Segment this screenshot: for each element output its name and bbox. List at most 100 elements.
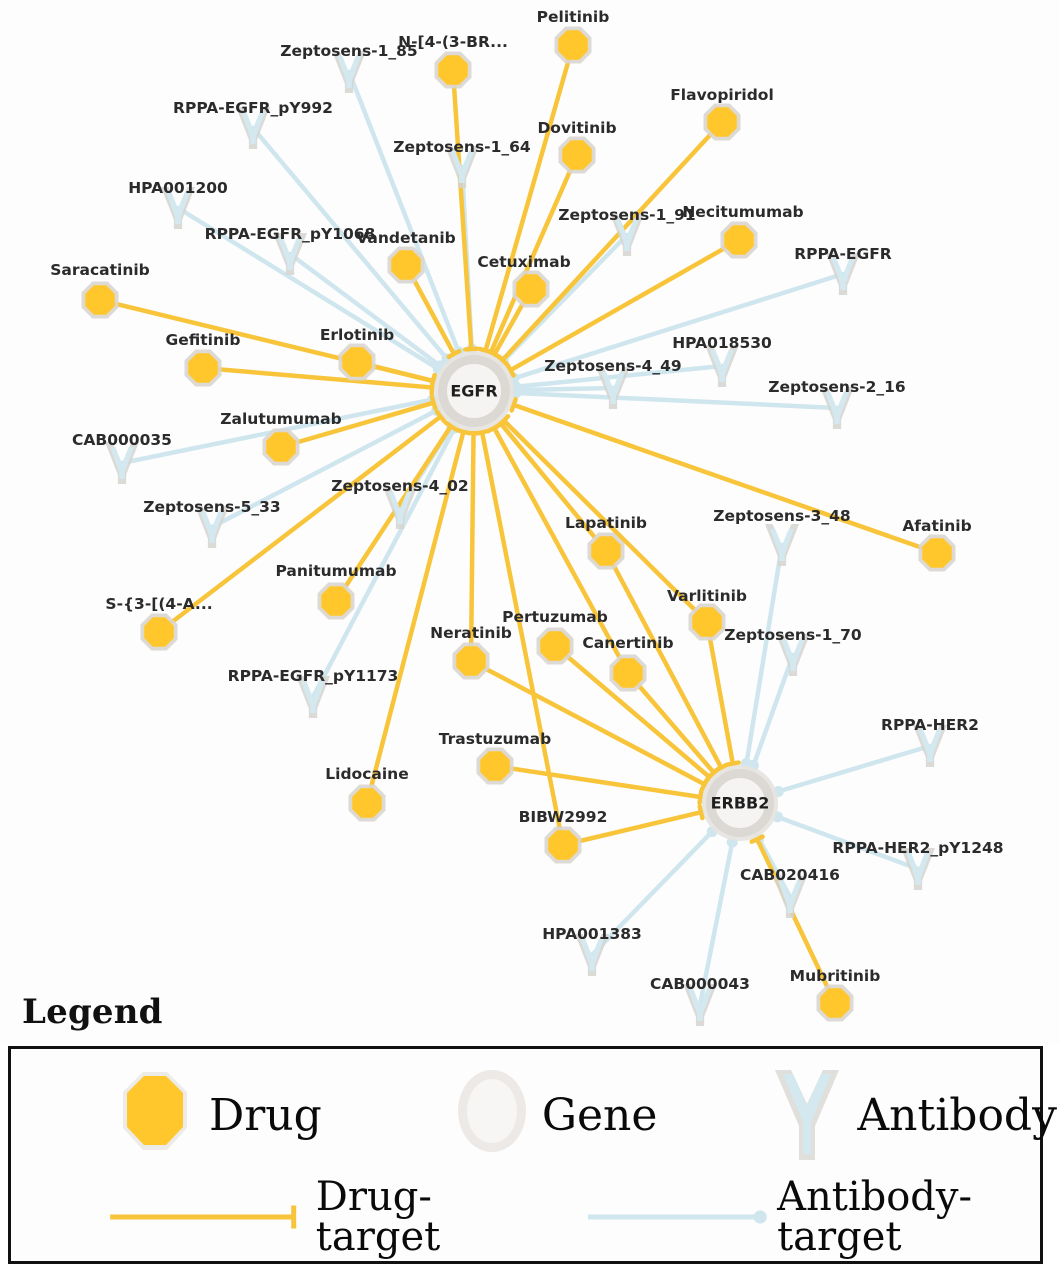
edges-layer (97, 42, 940, 1008)
network-svg: EGFR ERBB2 Zeptosens-1_85 RPPA-EGFR_pY992 Ze… (50, 8, 1004, 1026)
antibody-node[interactable] (705, 345, 739, 387)
antibody-node[interactable] (901, 848, 935, 890)
antibody-node[interactable] (913, 725, 947, 767)
legend-label-gene: Gene (541, 1090, 658, 1141)
gene-label: EGFR (450, 382, 497, 401)
drug-label: Erlotinib (320, 326, 394, 344)
gene-node-erbb2[interactable] (702, 765, 778, 841)
antibody-label: RPPA-EGFR (794, 245, 892, 263)
drug-label: Necitumumab (682, 203, 803, 221)
legend-item-drug-target: Drug-target (106, 1177, 514, 1257)
drug-label: Vandetanib (356, 229, 456, 247)
drug-label: Saracatinib (50, 261, 150, 279)
gene-node-egfr[interactable] (434, 351, 514, 431)
drug-node[interactable] (452, 642, 490, 680)
antibody-label: Zeptosens-1_91 (558, 206, 695, 224)
antibody-label: CAB000043 (650, 975, 750, 993)
antibody-label: RPPA-HER2_pY1248 (832, 839, 1003, 857)
antibody-node[interactable] (445, 146, 479, 188)
antibody-node[interactable] (105, 442, 139, 484)
antibody-node[interactable] (765, 524, 799, 566)
legend-edge-row: Drug-target Antibody-target (11, 1177, 1040, 1257)
gene-label: ERBB2 (711, 794, 770, 813)
antibody-label: Zeptosens-1_85 (280, 42, 417, 60)
drug-node[interactable] (816, 984, 854, 1022)
antibody-label: RPPA-EGFR_pY1173 (228, 667, 399, 685)
drug-label: Dovitinib (537, 119, 616, 137)
antibody-node[interactable] (332, 51, 366, 93)
legend-item-antibody: Antibody (767, 1064, 1057, 1169)
antibody-node[interactable] (776, 634, 810, 676)
antibody-label: CAB020416 (740, 866, 840, 884)
legend-label-drug-target: Drug-target (315, 1174, 441, 1260)
antibody-label: RPPA-EGFR_pY1068 (205, 225, 376, 243)
antibody-label: Zeptosens-5_33 (143, 498, 280, 516)
drug-node[interactable] (554, 26, 592, 64)
drug-label: Panitumumab (275, 562, 396, 580)
antibody-node[interactable] (161, 187, 195, 229)
antibody-node[interactable] (773, 876, 807, 918)
drug-node[interactable] (184, 349, 222, 387)
legend-item-gene: Gene (452, 1066, 658, 1166)
antibody-label: Zeptosens-1_70 (724, 626, 862, 644)
antibody-label: CAB000035 (72, 431, 172, 449)
drug-node[interactable] (348, 784, 386, 822)
nodes-layer (81, 26, 956, 1026)
drug-node[interactable] (512, 270, 550, 308)
drug-node[interactable] (544, 826, 582, 864)
drug-node[interactable] (720, 221, 758, 259)
drug-node[interactable] (688, 603, 726, 641)
drug-node[interactable] (262, 428, 300, 466)
legend-item-antibody-target: Antibody-target (584, 1177, 1040, 1257)
antibody-label: Zeptosens-1_64 (393, 138, 531, 156)
drug-label: Lidocaine (325, 765, 408, 783)
drug-node[interactable] (609, 654, 647, 692)
antibody-node[interactable] (273, 233, 307, 275)
drug-node[interactable] (338, 343, 376, 381)
drug-node[interactable] (387, 246, 425, 284)
drug-node[interactable] (558, 136, 596, 174)
drug-node[interactable] (81, 281, 119, 319)
network-graph-canvas: EGFR ERBB2 Zeptosens-1_85 RPPA-EGFR_pY992 Ze… (50, 8, 1004, 1026)
drug-node[interactable] (140, 613, 178, 651)
drug-label: Zalutumumab (220, 410, 341, 428)
drug-label: Neratinib (430, 624, 512, 642)
antibody-node[interactable] (826, 253, 860, 295)
drug-node[interactable] (703, 103, 741, 141)
antibody-label: Zeptosens-3_48 (713, 507, 850, 525)
antibody-node[interactable] (236, 107, 270, 149)
antibody-target-edge-icon (587, 1210, 767, 1224)
antibody-node[interactable] (296, 676, 330, 718)
legend-label-antibody: Antibody (857, 1090, 1057, 1141)
drug-label: Pelitinib (537, 8, 610, 26)
legend-box: Drug Gene Antibody Drug-target (8, 1046, 1057, 1264)
antibody-label: Zeptosens-4_49 (544, 357, 681, 375)
antibody-node[interactable] (195, 506, 229, 548)
drug-label: Lapatinib (565, 514, 647, 532)
antibody-icon (775, 1069, 840, 1160)
drug-node[interactable] (587, 532, 625, 570)
drug-label: Afatinib (902, 517, 971, 535)
drug-icon (123, 1072, 187, 1150)
antibody-node[interactable] (596, 367, 630, 409)
legend-label-antibody-target: Antibody-target (777, 1174, 973, 1260)
drug-node[interactable] (918, 534, 956, 572)
drug-node[interactable] (536, 627, 574, 665)
legend-item-drug: Drug (111, 1066, 322, 1166)
drug-node[interactable] (476, 747, 514, 785)
drug-node[interactable] (317, 582, 355, 620)
antibody-node[interactable] (610, 214, 644, 256)
antibody-node[interactable] (383, 487, 417, 529)
drug-label: Canertinib (582, 634, 673, 652)
antibody-node[interactable] (575, 934, 609, 976)
drug-node[interactable] (434, 51, 472, 89)
drug-label: Mubritinib (790, 967, 881, 985)
antibody-label: Zeptosens-4_02 (331, 477, 468, 495)
legend-node-row: Drug Gene Antibody (11, 1057, 1057, 1175)
antibody-node[interactable] (820, 387, 854, 429)
drug-label: Cetuximab (477, 253, 570, 271)
antibody-label: RPPA-EGFR_pY992 (173, 99, 333, 117)
drug-label: Flavopiridol (670, 86, 774, 104)
antibody-label: HPA001383 (542, 925, 642, 943)
antibody-node[interactable] (683, 984, 717, 1026)
